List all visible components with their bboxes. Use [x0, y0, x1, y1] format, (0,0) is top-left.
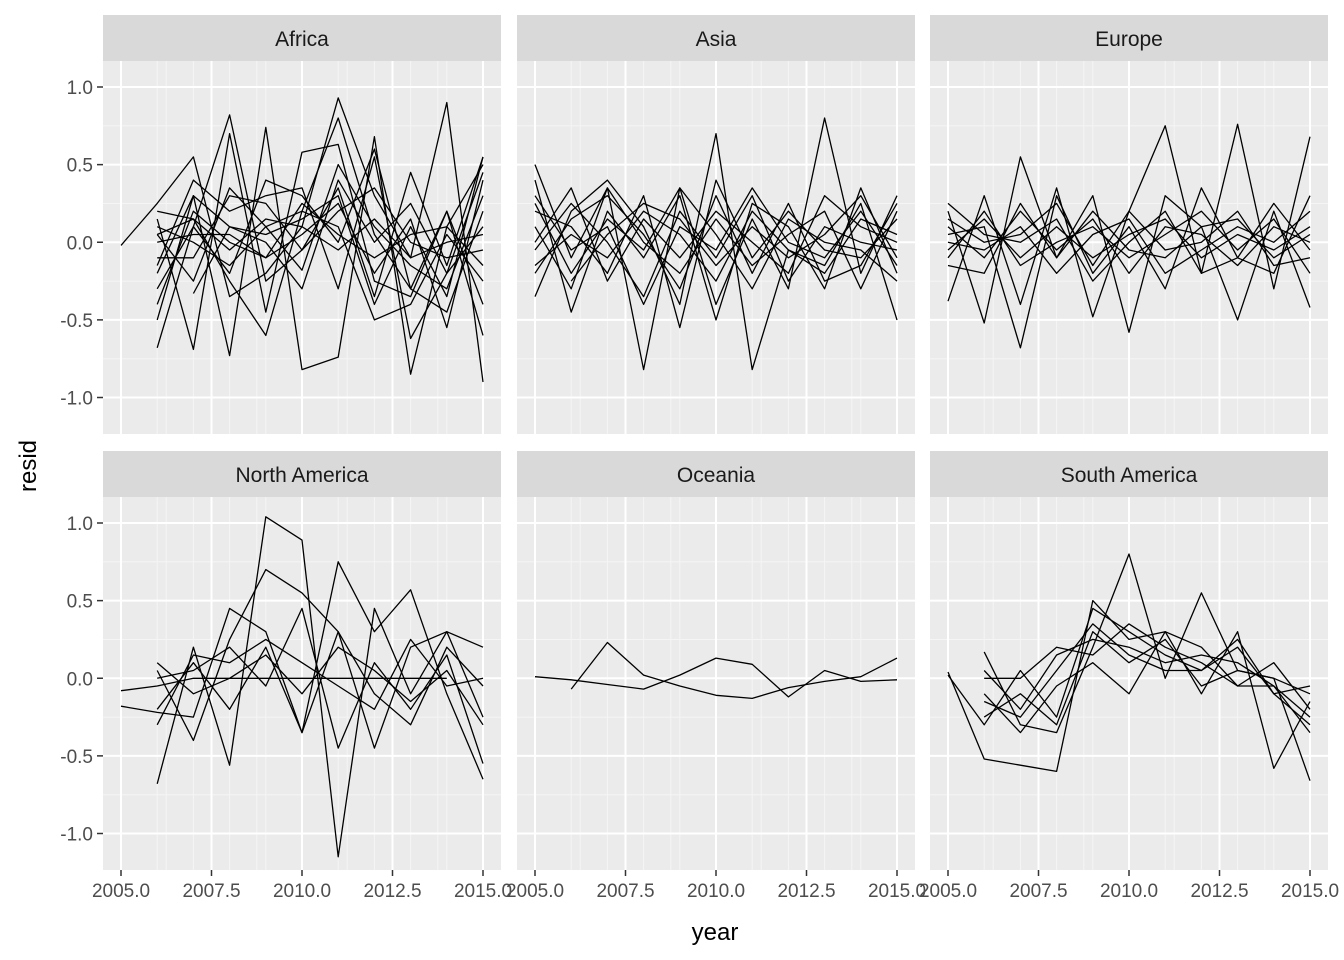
y-tick-label: 1.0 [67, 514, 93, 535]
y-tick-label: 1.0 [67, 78, 93, 99]
strip-europe [930, 15, 1328, 61]
x-tick-label: 2012.5 [1190, 881, 1248, 902]
series-line-europe-6 [947, 202, 1311, 267]
series-line-europe-10 [947, 202, 1311, 274]
strip-north-america [103, 451, 501, 497]
x-tick-label: 2010.0 [1100, 881, 1158, 902]
x-tick-label: 2005.0 [919, 881, 977, 902]
series-line-north-america-7 [156, 638, 484, 726]
strip-label-europe: Europe [1095, 28, 1163, 51]
x-tick-label: 2012.5 [363, 881, 421, 902]
series-group [120, 516, 484, 858]
series-line-africa-4 [156, 132, 484, 351]
series-line-south-america-7 [984, 623, 1311, 718]
x-tick-label: 2010.0 [273, 881, 331, 902]
y-tick-label: 0.0 [67, 233, 93, 254]
y-tick-label: -1.0 [60, 389, 93, 410]
series-line-oceania-1 [534, 657, 898, 698]
series-line-south-america-8 [983, 623, 1311, 718]
strip-asia [517, 15, 915, 61]
x-tick-label: 2005.0 [92, 881, 150, 902]
x-tick-label: 2015.0 [1281, 881, 1339, 902]
series-line-africa-7 [156, 163, 484, 290]
y-tick-label: -0.5 [60, 747, 93, 768]
panel-europe: Europe [930, 15, 1328, 434]
series-line-africa-15 [192, 156, 484, 306]
x-tick-label: 2007.5 [1009, 881, 1067, 902]
series-group [947, 123, 1311, 349]
series-line-asia-12 [570, 195, 898, 282]
strip-label-oceania: Oceania [677, 464, 756, 487]
series-line-asia-6 [534, 187, 898, 290]
x-tick-label: 2012.5 [777, 881, 835, 902]
series-line-asia-1 [534, 117, 898, 371]
series-line-africa-14 [156, 148, 484, 336]
y-tick-label: -0.5 [60, 311, 93, 332]
series-line-europe-3 [947, 187, 1311, 349]
series-group [947, 553, 1311, 781]
y-tick-label: 0.5 [67, 156, 93, 177]
series-group [534, 641, 898, 700]
series-line-asia-8 [534, 187, 898, 290]
series-line-north-america-1 [120, 677, 447, 692]
x-tick-label: 2015.0 [868, 881, 926, 902]
series-line-south-america-6 [983, 631, 1311, 726]
strip-label-south-america: South America [1061, 464, 1198, 487]
panel-asia: Asia [517, 15, 915, 434]
x-tick-label: 2015.0 [454, 881, 512, 902]
series-line-north-america-8 [156, 646, 484, 726]
facet-panels: Africa Asia Europe North America Oceania Sout… [103, 15, 1328, 870]
strip-label-north-america: North America [235, 464, 368, 487]
strip-label-asia: Asia [696, 28, 737, 51]
series-group [534, 117, 898, 371]
x-axis-title: year [692, 919, 739, 946]
strip-south-america [930, 451, 1328, 497]
panel-north-america: North America [103, 451, 501, 870]
panel-south-america: South America [930, 451, 1328, 870]
series-line-north-america-4 [156, 568, 484, 749]
series-line-oceania-2 [570, 641, 898, 700]
x-tick-label: 2005.0 [506, 881, 564, 902]
series-group [120, 97, 484, 383]
series-line-asia-5 [534, 195, 898, 298]
x-tick-label: 2007.5 [182, 881, 240, 902]
strip-label-africa: Africa [275, 28, 329, 51]
x-tick-label: 2007.5 [596, 881, 654, 902]
strip-africa [103, 15, 501, 61]
series-line-europe-9 [947, 202, 1311, 282]
panel-oceania: Oceania [517, 451, 915, 870]
y-axis-title: resid [15, 440, 42, 492]
y-tick-label: -1.0 [60, 825, 93, 846]
series-line-asia-10 [534, 187, 898, 306]
series-line-europe-2 [947, 156, 1311, 333]
series-line-asia-11 [534, 195, 898, 290]
series-line-africa-12 [156, 179, 484, 290]
y-tick-label: 0.5 [67, 592, 93, 613]
series-line-south-america-3 [947, 607, 1311, 726]
y-axis-group: -1.0 -0.5 0.0 0.5 1.0 -1.0 -0.5 0.0 0.5 1.0 [60, 78, 103, 846]
strip-oceania [517, 451, 915, 497]
x-tick-label: 2010.0 [687, 881, 745, 902]
series-line-asia-4 [534, 179, 898, 329]
y-tick-label: 0.0 [67, 669, 93, 690]
panel-africa: Africa [103, 15, 501, 434]
series-line-south-america-1 [947, 599, 1311, 773]
